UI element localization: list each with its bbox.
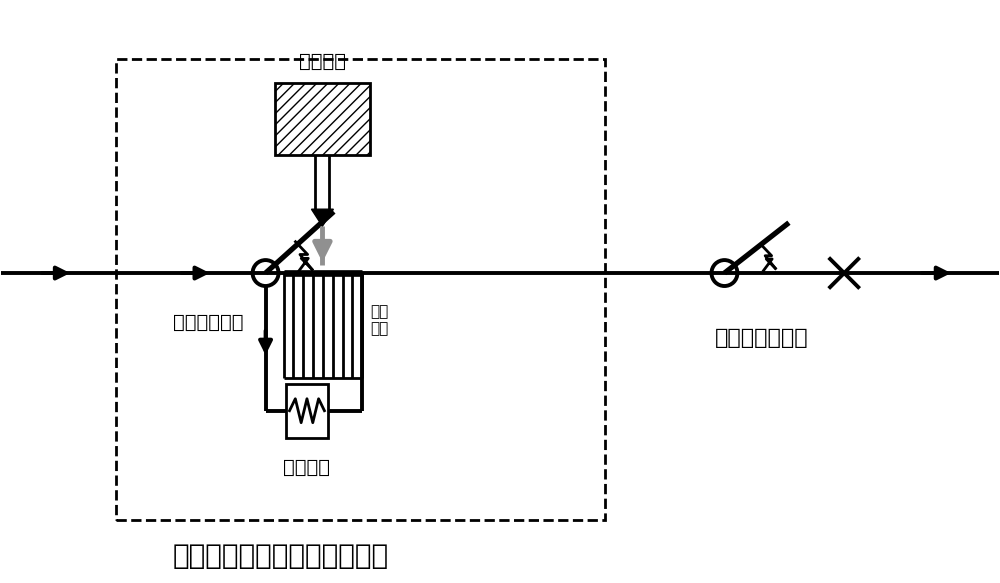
Bar xyxy=(286,384,328,438)
Text: 压缩气缸: 压缩气缸 xyxy=(299,51,346,71)
Text: 阻尼元件: 阻尼元件 xyxy=(283,458,330,477)
Bar xyxy=(275,83,370,155)
Bar xyxy=(275,83,370,155)
Text: 快速真空断路器: 快速真空断路器 xyxy=(715,328,808,348)
Text: 灭弧
栅片: 灭弧 栅片 xyxy=(370,304,389,336)
Text: 空气式断路器: 空气式断路器 xyxy=(173,314,243,332)
Bar xyxy=(116,58,605,521)
Text: 弧压增强型空气式断路器模块: 弧压增强型空气式断路器模块 xyxy=(172,542,389,570)
Polygon shape xyxy=(311,209,333,226)
